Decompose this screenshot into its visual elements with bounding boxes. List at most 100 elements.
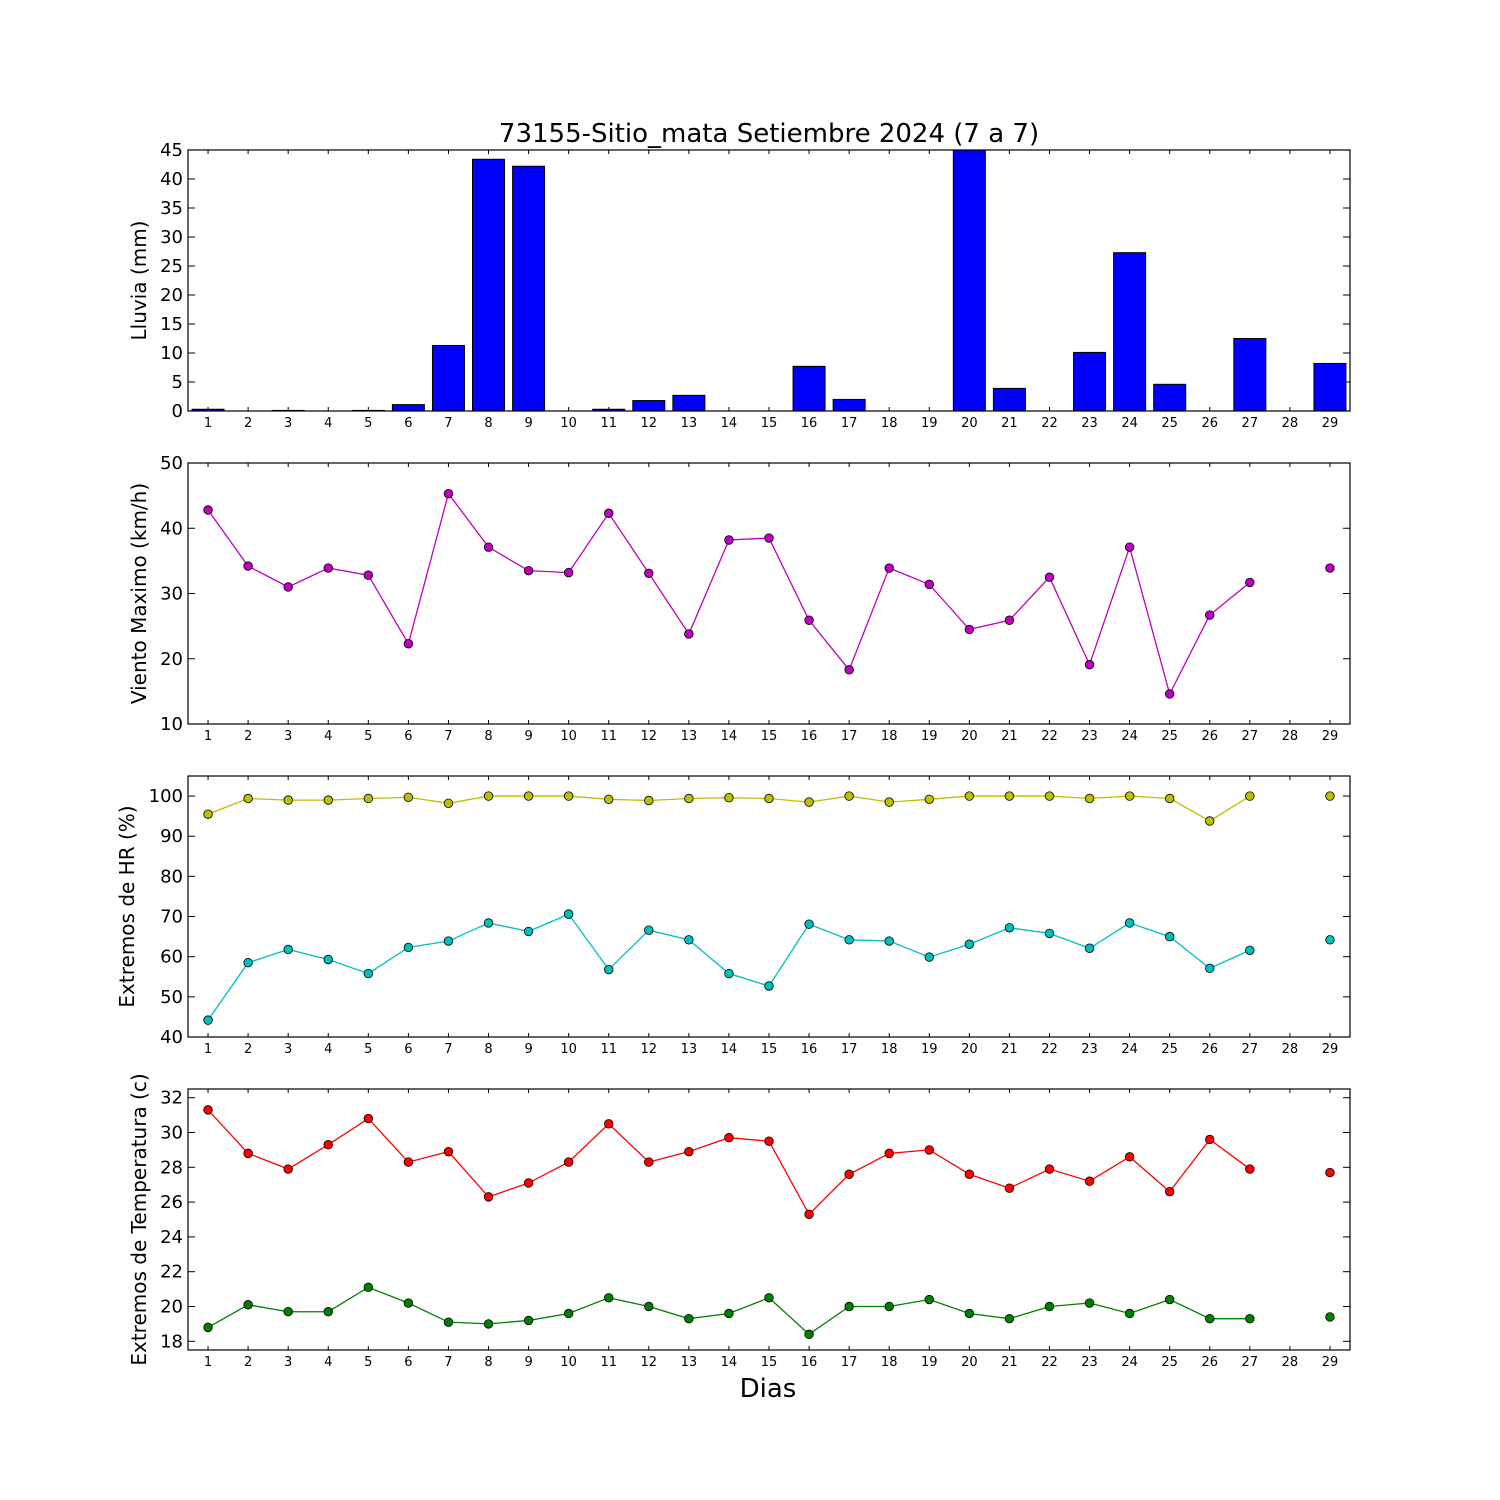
data-point: [1245, 577, 1255, 588]
x-tick-label: 1: [204, 1355, 212, 1370]
x-tick-label: 15: [761, 729, 778, 744]
x-tick-label: 25: [1161, 1042, 1178, 1057]
x-tick-label: 23: [1081, 416, 1098, 431]
y-tick-label: 0: [172, 401, 183, 422]
data-point: [844, 665, 854, 675]
data-point: [483, 1319, 494, 1329]
x-tick-label: 14: [721, 1355, 738, 1370]
x-tick-label: 12: [641, 1355, 658, 1370]
data-point: [644, 925, 654, 935]
data-point: [283, 795, 293, 805]
data-point: [483, 918, 494, 928]
y-tick-label: 28: [160, 1157, 183, 1178]
data-point: [764, 1293, 774, 1303]
x-tick-label: 6: [404, 1042, 412, 1057]
x-tick-label: 6: [404, 1355, 412, 1370]
x-tick-label: 5: [364, 1042, 372, 1057]
x-tick-label: 22: [1041, 1042, 1058, 1057]
plot-frame: [187, 149, 1351, 412]
plot-frame: [187, 775, 1351, 1038]
data-point: [964, 624, 975, 635]
x-tick-label: 19: [921, 416, 938, 431]
bar: [792, 365, 826, 412]
x-tick-label: 16: [801, 1042, 818, 1057]
y-tick-label: 40: [160, 1027, 183, 1048]
data-point: [604, 1119, 614, 1129]
y-tick-label: 10: [160, 714, 183, 735]
data-point: [924, 952, 934, 962]
data-point: [283, 1307, 293, 1317]
x-tick-label: 16: [801, 416, 818, 431]
data-point: [523, 1178, 534, 1188]
data-point: [1044, 791, 1055, 801]
data-point: [1205, 610, 1215, 620]
data-point: [403, 639, 414, 649]
data-point: [804, 615, 814, 625]
x-tick-label: 7: [444, 729, 452, 744]
x-tick-label: 8: [484, 729, 492, 744]
y-tick-label: 40: [160, 169, 183, 190]
data-point: [1084, 659, 1095, 670]
x-tick-label: 16: [801, 729, 818, 744]
data-point: [1124, 1308, 1135, 1319]
x-tick-label: 15: [761, 1355, 778, 1370]
x-tick-label: 13: [681, 1355, 698, 1370]
data-point: [884, 563, 894, 573]
x-tick-label: 16: [801, 1355, 818, 1370]
x-tick-label: 20: [961, 1042, 978, 1057]
data-point: [1205, 1134, 1215, 1145]
data-point: [764, 981, 774, 991]
data-point: [1084, 1298, 1095, 1308]
x-tick-label: 10: [560, 1042, 577, 1057]
data-point: [1205, 1313, 1215, 1324]
data-point: [1124, 918, 1135, 928]
data-point: [884, 1301, 894, 1312]
y-tick-label: 22: [160, 1262, 183, 1283]
x-tick-label: 11: [600, 1042, 617, 1057]
data-point: [964, 1169, 975, 1179]
x-tick-label: 23: [1081, 1042, 1098, 1057]
x-tick-label: 2: [244, 1042, 252, 1057]
x-tick-label: 4: [324, 416, 332, 431]
data-point: [1164, 689, 1175, 699]
x-tick-label: 12: [641, 416, 658, 431]
data-point: [644, 795, 654, 806]
data-point: [844, 791, 854, 801]
data-point: [764, 793, 774, 804]
x-tick-label: 15: [761, 416, 778, 431]
x-tick-label: 25: [1161, 416, 1178, 431]
y-tick-label: 25: [160, 256, 183, 277]
data-point: [203, 1322, 213, 1333]
x-tick-label: 9: [524, 416, 532, 431]
data-point: [443, 1146, 454, 1157]
data-point: [323, 954, 333, 965]
x-tick-label: 29: [1322, 1355, 1339, 1370]
y-tick-label: 32: [160, 1088, 183, 1109]
bar: [1313, 362, 1347, 412]
data-point: [323, 1307, 333, 1317]
x-tick-label: 5: [364, 416, 372, 431]
y-axis-label: Extremos de HR (%): [115, 805, 139, 1007]
x-tick-label: 10: [560, 416, 577, 431]
x-tick-label: 17: [841, 1042, 858, 1057]
x-tick-label: 8: [484, 1042, 492, 1057]
bar: [1073, 351, 1107, 412]
data-point: [323, 563, 333, 573]
data-point: [1164, 931, 1175, 942]
data-point: [724, 968, 734, 979]
x-tick-label: 20: [961, 1355, 978, 1370]
x-tick-label: 26: [1201, 1355, 1218, 1370]
data-point: [403, 1298, 414, 1308]
data-point: [804, 1329, 814, 1340]
x-tick-label: 9: [524, 729, 532, 744]
x-tick-label: 27: [1242, 416, 1259, 431]
x-tick-label: 26: [1201, 416, 1218, 431]
data-point: [443, 488, 454, 499]
data-point: [443, 1317, 454, 1327]
data-point: [363, 968, 374, 979]
x-tick-label: 26: [1201, 729, 1218, 744]
x-tick-label: 17: [841, 729, 858, 744]
data-point: [684, 793, 694, 804]
